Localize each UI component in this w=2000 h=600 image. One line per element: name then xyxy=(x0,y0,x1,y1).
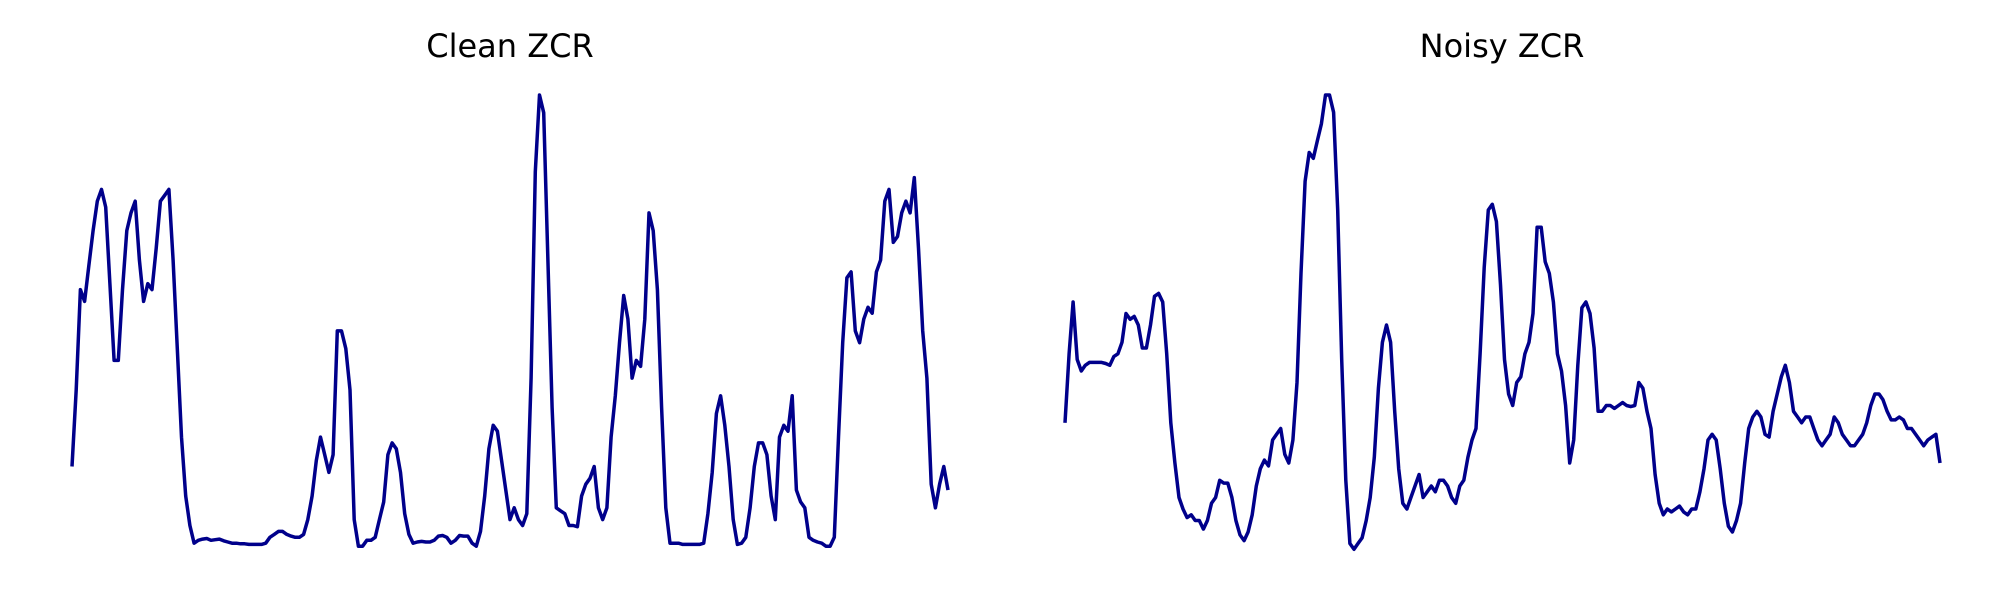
noisy-zcr-panel: Noisy ZCR xyxy=(1063,27,1942,552)
clean-zcr-title: Clean ZCR xyxy=(426,27,593,65)
noisy-zcr-title: Noisy ZCR xyxy=(1420,27,1585,65)
clean-zcr-panel: Clean ZCR xyxy=(70,27,950,548)
noisy-zcr-line xyxy=(1063,93,1942,552)
clean-zcr-line xyxy=(70,93,950,548)
